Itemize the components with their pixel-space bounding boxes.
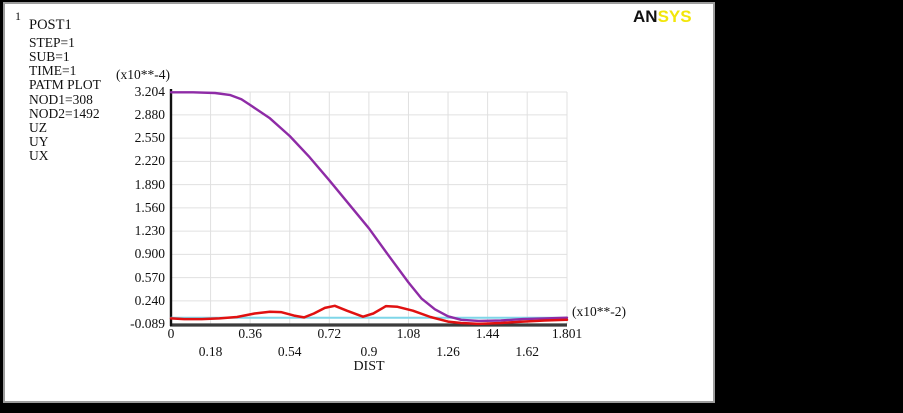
legend-series-ux: UX	[29, 148, 49, 164]
annotation-line-nod2: NOD2=1492	[29, 105, 100, 121]
path-plot-chart	[169, 89, 569, 327]
window-number: 1	[15, 9, 21, 23]
x-tick-label: 1.08	[396, 326, 421, 341]
y-tick-label: 2.220	[134, 153, 165, 169]
ansys-logo-sys: SYS	[657, 7, 692, 26]
series-curve-uz	[169, 91, 569, 323]
x-tick-label: 1.26	[436, 344, 460, 359]
ansys-logo-an: AN	[633, 7, 658, 26]
y-tick-label: 2.550	[134, 130, 165, 146]
legend-series-uz: UZ	[29, 119, 47, 135]
x-axis-unit-label: (x10**-2)	[572, 304, 626, 319]
y-axis-unit-label: (x10**-4)	[116, 67, 170, 82]
ansys-logo: ANSYS	[633, 7, 692, 27]
postprocessor-title: POST1	[29, 17, 72, 33]
annotation-line-nod1: NOD1=308	[29, 91, 93, 107]
y-tick-label: 1.890	[134, 176, 165, 192]
annotation-line-time: TIME=1	[29, 63, 77, 79]
y-tick-label: -0.089	[130, 316, 165, 331]
annotation-line-plot-type: PATM PLOT	[29, 77, 101, 93]
y-tick-label: 1.230	[134, 223, 165, 239]
series-curve-uy	[169, 304, 569, 326]
x-tick-label: 1.801	[551, 326, 583, 341]
annotation-line-step: STEP=1	[29, 35, 75, 50]
annotation-line-sub: SUB=1	[29, 49, 70, 65]
x-tick-label: 0	[167, 326, 175, 341]
x-tick-label: 0.36	[238, 326, 262, 341]
x-tick-label: 1.62	[515, 344, 539, 359]
y-tick-label: 0.570	[134, 269, 165, 285]
y-tick-label: 2.880	[134, 106, 165, 122]
annotation-block: STEP=1 SUB=1 TIME=1 PATM PLOT NOD1=308 N…	[29, 35, 101, 164]
y-tick-label: 1.560	[134, 199, 165, 215]
x-tick-label: 1.44	[475, 326, 500, 341]
x-tick-label: 0.18	[198, 344, 223, 359]
legend-series-uy: UY	[29, 133, 49, 149]
x-tick-label: 0.54	[277, 344, 302, 359]
y-tick-label: 0.240	[134, 292, 165, 308]
plot-panel: 1 POST1 STEP=1 SUB=1 TIME=1 PATM PLOT NO…	[3, 2, 715, 403]
x-tick-label: 0.9	[360, 344, 378, 359]
x-axis-title: DIST	[353, 359, 385, 374]
y-tick-label: 0.900	[134, 246, 165, 262]
y-tick-label: 3.204	[134, 84, 165, 99]
x-tick-label: 0.72	[317, 326, 342, 341]
